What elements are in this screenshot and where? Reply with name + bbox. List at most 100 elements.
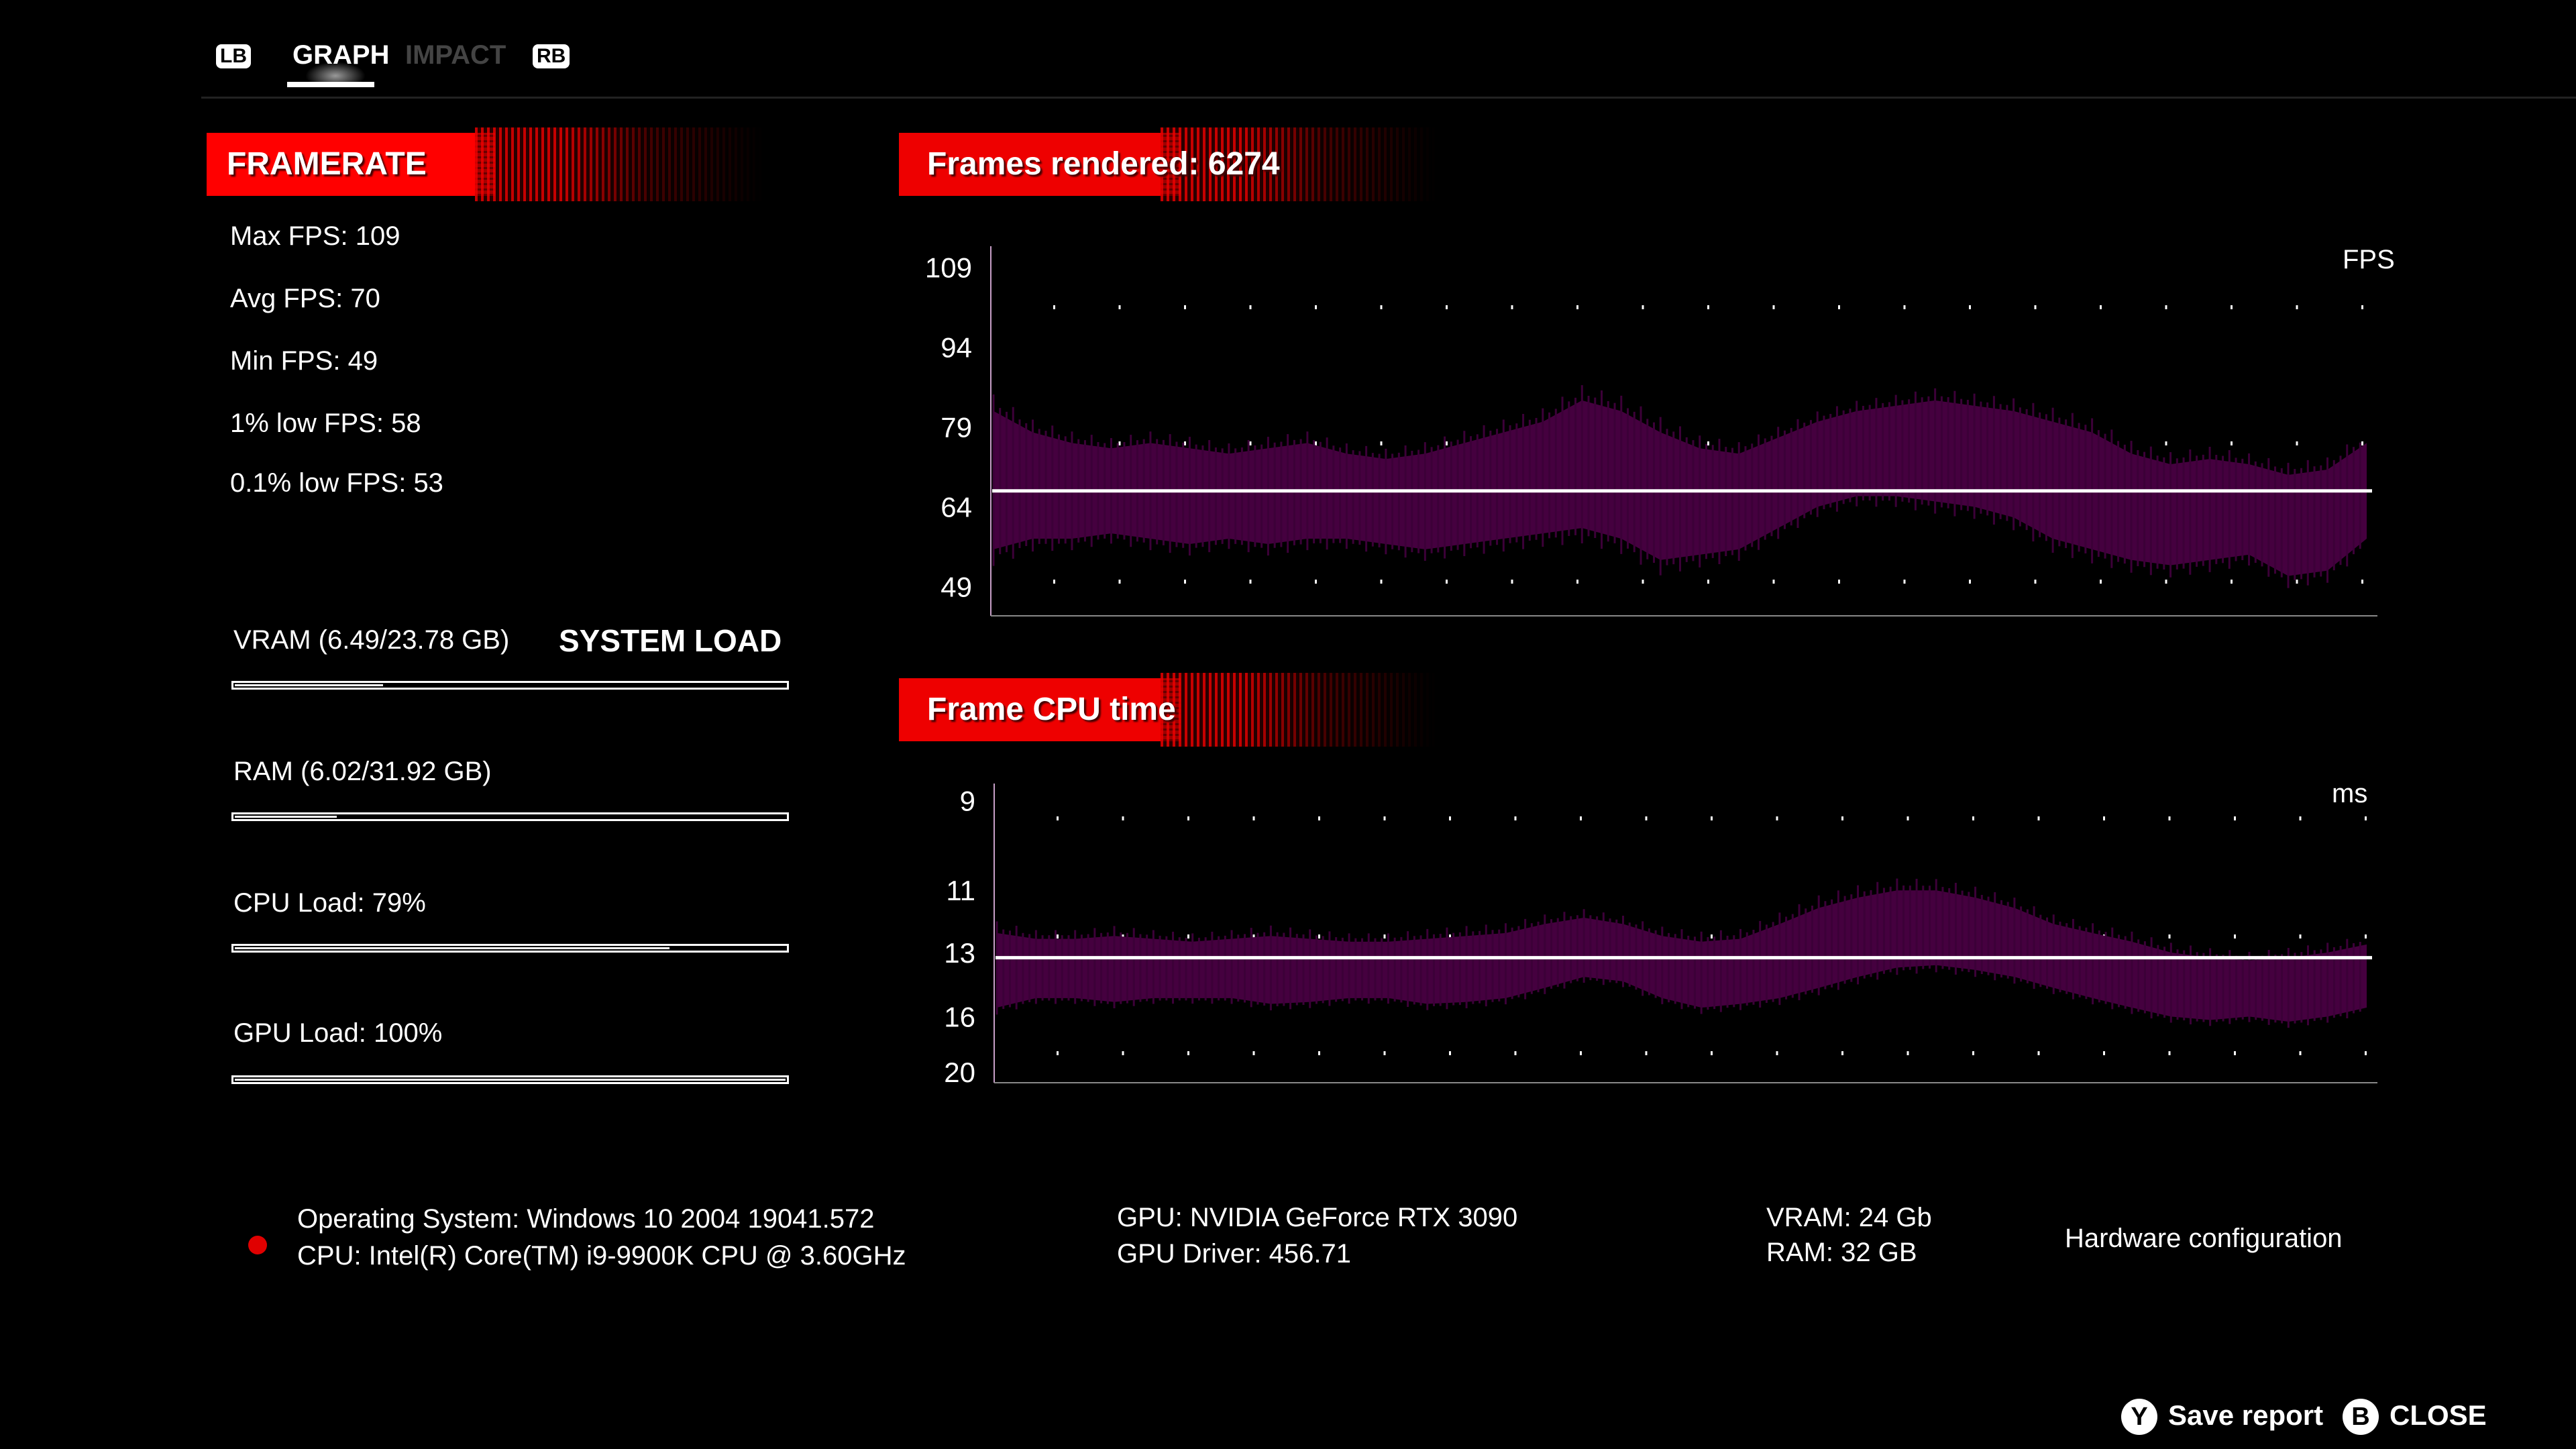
y-tick-label: 64: [941, 491, 972, 523]
grid-dot: [1841, 1051, 1843, 1055]
grid-dot: [2168, 1051, 2171, 1055]
grid-dot: [1184, 305, 1186, 309]
frames-rendered-banner: Frames rendered: 6274: [899, 127, 1436, 201]
grid-dot: [1380, 441, 1383, 445]
grid-dot: [1053, 580, 1055, 584]
save-report-button[interactable]: Save report: [2168, 1399, 2324, 1431]
grid-dot: [2037, 816, 2040, 820]
grid-dot: [1907, 1051, 1909, 1055]
gpu-load-label: GPU Load: 100%: [233, 1018, 443, 1048]
grid-dot: [1776, 1051, 1778, 1055]
grid-dot: [2296, 580, 2298, 584]
grid-dot: [1315, 580, 1317, 584]
grid-dot: [2103, 816, 2105, 820]
gpu-info: GPU: NVIDIA GeForce RTX 3090: [1117, 1203, 1518, 1232]
grid-dot: [1645, 1051, 1648, 1055]
grid-dot: [1707, 305, 1709, 309]
grid-dot: [1511, 580, 1513, 584]
grid-dot: [1118, 305, 1121, 309]
cpu-load-label: CPU Load: 79%: [233, 888, 426, 918]
grid-dot: [2234, 934, 2236, 938]
grid-dot: [1057, 816, 1059, 820]
grid-dot: [1383, 816, 1386, 820]
grid-dot: [1772, 580, 1775, 584]
grid-dot: [1057, 1051, 1059, 1055]
grid-dot: [1711, 1051, 1713, 1055]
grid-dot: [1514, 816, 1517, 820]
frame-cpu-time-banner: Frame CPU time: [899, 673, 1436, 747]
grid-dot: [2165, 580, 2167, 584]
avg-fps: Avg FPS: 70: [230, 284, 380, 313]
cpu-info: CPU: Intel(R) Core(TM) i9-9900K CPU @ 3.…: [297, 1241, 906, 1271]
grid-dot: [1711, 816, 1713, 820]
grid-dot: [1187, 934, 1189, 938]
grid-dot: [2034, 305, 2037, 309]
frame-cpu-time-title: Frame CPU time: [927, 692, 1176, 727]
gpu-load-bar: [231, 1075, 789, 1084]
grid-dot: [1449, 934, 1451, 938]
active-tab-indicator: [287, 82, 374, 87]
grid-dot: [1972, 1051, 1974, 1055]
grid-dot: [1511, 305, 1513, 309]
y-tick-label: 109: [925, 252, 972, 284]
grid-dot: [2299, 1051, 2302, 1055]
grid-dot: [1972, 816, 1974, 820]
grid-dot: [2231, 580, 2233, 584]
b-button-icon[interactable]: B: [2343, 1399, 2379, 1435]
grid-dot: [1315, 441, 1317, 445]
grid-dot: [1252, 816, 1255, 820]
tab-impact[interactable]: IMPACT: [405, 40, 506, 70]
grid-dot: [1252, 934, 1255, 938]
grid-dot: [2100, 580, 2102, 584]
grid-dot: [1118, 441, 1121, 445]
grid-dot: [1969, 305, 1971, 309]
grid-dot: [2103, 1051, 2105, 1055]
gpu-driver-info: GPU Driver: 456.71: [1117, 1239, 1352, 1269]
grid-dot: [1642, 305, 1644, 309]
tab-glow: [305, 62, 366, 82]
hardware-configuration-label: Hardware configuration: [2065, 1224, 2343, 1253]
bar-fill: [235, 1079, 786, 1081]
grid-dot: [1449, 816, 1451, 820]
y-button-icon[interactable]: Y: [2121, 1399, 2157, 1435]
unit-label: ms: [2332, 779, 2367, 808]
grid-dot: [1841, 816, 1843, 820]
close-button[interactable]: CLOSE: [2390, 1399, 2487, 1431]
grid-dot: [1118, 580, 1121, 584]
grid-dot: [2037, 1051, 2040, 1055]
grid-dot: [1383, 1051, 1386, 1055]
y-tick-label: 79: [941, 412, 972, 443]
grid-dot: [1707, 441, 1709, 445]
unit-label: FPS: [2343, 245, 2395, 274]
grid-dot: [1776, 816, 1778, 820]
grid-dot: [2231, 305, 2233, 309]
grid-dot: [1249, 580, 1252, 584]
grid-dot: [1772, 305, 1775, 309]
grid-dot: [2100, 305, 2102, 309]
grid-dot: [1184, 580, 1186, 584]
grid-dot: [1315, 305, 1317, 309]
grid-dot: [1645, 816, 1648, 820]
grid-dot: [1576, 580, 1578, 584]
grid-dot: [1122, 1051, 1124, 1055]
grid-dot: [1318, 934, 1320, 938]
grid-dot: [2296, 305, 2298, 309]
one-percent-low-fps: 1% low FPS: 58: [230, 409, 421, 438]
grid-dot: [1053, 305, 1055, 309]
header-divider: [201, 97, 2576, 99]
y-tick-label: 9: [960, 785, 975, 816]
lb-bumper-button[interactable]: LB: [216, 44, 251, 68]
framerate-banner: FRAMERATE: [207, 127, 763, 201]
ram-bar: [231, 812, 789, 821]
grid-dot: [2168, 934, 2171, 938]
ram-label: RAM (6.02/31.92 GB): [233, 757, 492, 786]
grid-dot: [1446, 305, 1448, 309]
grid-dot: [1184, 441, 1186, 445]
y-tick-label: 94: [941, 332, 972, 364]
grid-dot: [1449, 1051, 1451, 1055]
grid-dot: [2365, 1051, 2367, 1055]
cpu-load-bar: [231, 944, 789, 953]
rb-bumper-button[interactable]: RB: [533, 44, 570, 68]
grid-dot: [1122, 816, 1124, 820]
